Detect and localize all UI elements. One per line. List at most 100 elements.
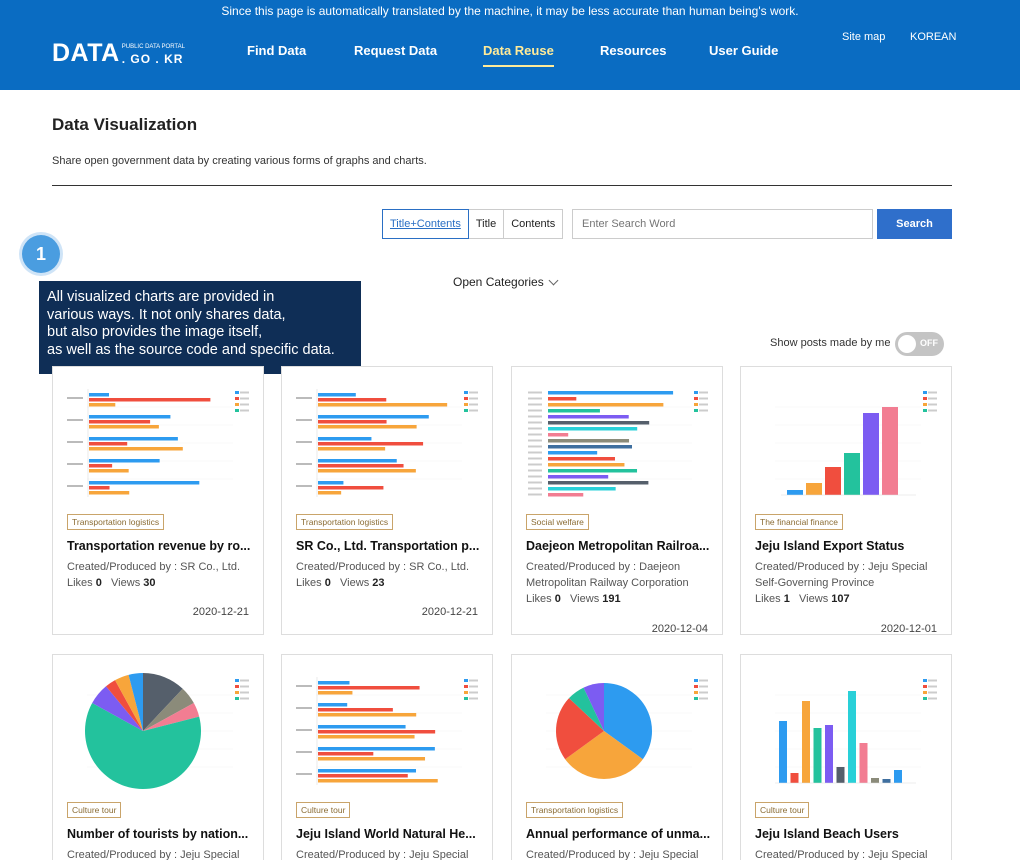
card-title[interactable]: Jeju Island World Natural He...: [296, 827, 476, 841]
card-title[interactable]: SR Co., Ltd. Transportation p...: [296, 539, 480, 553]
thumbnail-bar: [548, 415, 629, 419]
views-label: Views: [340, 577, 370, 589]
toggle-state: OFF: [920, 338, 938, 348]
thumbnail-bar: [318, 703, 348, 707]
thumbnail-bar: [318, 691, 353, 695]
thumbnail-bar: [882, 779, 891, 783]
thumbnail-bar: [548, 445, 633, 449]
chart-thumbnail[interactable]: [292, 377, 482, 505]
thumbnail-pie-slice: [556, 698, 604, 760]
my-posts-toggle[interactable]: OFF: [895, 332, 944, 356]
card-title[interactable]: Annual performance of unma...: [526, 827, 711, 841]
card-producer: Created/Produced by : Jeju Special: [296, 847, 484, 860]
thumbnail-bar: [318, 779, 438, 783]
thumbnail-bar: [318, 713, 417, 717]
thumbnail-bar: [548, 421, 650, 425]
nav-request-data[interactable]: Request Data: [354, 43, 438, 58]
visualization-card[interactable]: Transportation logistics Transportation r…: [52, 366, 264, 635]
chart-thumbnail[interactable]: [522, 665, 712, 793]
thumbnail-pie-slice: [143, 703, 200, 731]
visualization-card[interactable]: Transportation logistics Annual performan…: [511, 654, 723, 860]
thumbnail-bar: [548, 403, 664, 407]
chart-thumbnail[interactable]: [292, 665, 482, 793]
site-map-link[interactable]: Site map: [842, 31, 886, 43]
chart-thumbnail[interactable]: [751, 377, 941, 505]
thumbnail-bar: [779, 721, 787, 783]
thumbnail-bar: [89, 491, 130, 495]
open-categories-toggle[interactable]: Open Categories: [453, 275, 559, 289]
thumbnail-pie-slice: [106, 680, 143, 731]
card-title[interactable]: Daejeon Metropolitan Railroa...: [526, 539, 710, 553]
chart-thumbnail[interactable]: [63, 377, 253, 505]
card-title[interactable]: Number of tourists by nation...: [67, 827, 249, 841]
scope-title[interactable]: Title: [467, 209, 505, 239]
chart-thumbnail[interactable]: [751, 665, 941, 793]
visualization-card[interactable]: Social welfare Daejeon Metropolitan Railr…: [511, 366, 723, 635]
category-tag: Culture tour: [67, 802, 122, 818]
views-count: 191: [602, 593, 621, 605]
card-producer: Created/Produced by : SR Co., Ltd.: [67, 559, 255, 575]
card-meta: Created/Produced by : SR Co., Ltd. Likes …: [296, 559, 484, 591]
likes-label: Likes: [526, 593, 552, 605]
thumbnail-bar: [548, 391, 674, 395]
card-date: 2020-12-21: [192, 606, 249, 618]
site-logo[interactable]: DATA PUBLIC DATA PORTAL . GO . KR: [52, 40, 185, 66]
card-title[interactable]: Jeju Island Beach Users: [755, 827, 899, 841]
thumbnail-bar: [318, 393, 356, 397]
thumbnail-pie-slice: [85, 703, 201, 789]
card-title[interactable]: Transportation revenue by ro...: [67, 539, 251, 553]
guide-line: various ways. It not only shares data,: [47, 306, 286, 323]
thumbnail-bar: [548, 475, 609, 479]
thumbnail-bar: [318, 757, 426, 761]
card-stats: Likes 0 Views 191: [526, 591, 714, 607]
card-date: 2020-12-21: [421, 606, 478, 618]
card-title[interactable]: Jeju Island Export Status: [755, 539, 905, 553]
nav-find-data[interactable]: Find Data: [247, 43, 307, 58]
page-title: Data Visualization: [52, 115, 198, 134]
thumbnail-bar: [318, 491, 342, 495]
chart-thumbnail[interactable]: [522, 377, 712, 505]
thumbnail-pie-slice: [115, 674, 143, 731]
thumbnail-bar: [548, 457, 615, 461]
thumbnail-bar: [318, 403, 448, 407]
producer-name: SR Co., Ltd.: [180, 561, 241, 573]
chart-thumbnail[interactable]: [63, 665, 253, 793]
scope-contents[interactable]: Contents: [503, 209, 564, 239]
card-stats: Likes 0 Views 23: [296, 575, 484, 591]
thumbnail-bar: [318, 437, 372, 441]
thumbnail-bar: [848, 691, 856, 783]
search-button[interactable]: Search: [877, 209, 952, 239]
views-label: Views: [799, 593, 829, 605]
thumbnail-bar: [548, 451, 598, 455]
nav-resources[interactable]: Resources: [600, 43, 667, 58]
category-tag: Transportation logistics: [526, 802, 624, 818]
thumbnail-bar: [318, 425, 417, 429]
card-date: 2020-12-04: [651, 623, 708, 635]
visualization-card[interactable]: Culture tour Number of tourists by nation…: [52, 654, 264, 860]
thumbnail-bar: [89, 393, 109, 397]
site-header: Since this page is automatically transla…: [0, 0, 1020, 90]
nav-data-reuse[interactable]: Data Reuse: [483, 43, 554, 67]
language-link[interactable]: KOREAN: [910, 31, 957, 43]
visualization-card[interactable]: Transportation logistics SR Co., Ltd. Tra…: [281, 366, 493, 635]
toggle-knob: [898, 335, 916, 353]
thumbnail-bar: [548, 439, 630, 443]
search-input[interactable]: [572, 209, 873, 239]
visualization-card[interactable]: Culture tour Jeju Island World Natural He…: [281, 654, 493, 860]
thumbnail-bar: [548, 481, 649, 485]
scope-title-contents[interactable]: Title+Contents: [382, 209, 469, 239]
category-tag: Culture tour: [755, 802, 810, 818]
nav-user-guide[interactable]: User Guide: [709, 43, 779, 58]
thumbnail-pie-slice: [569, 687, 604, 731]
visualization-card[interactable]: Culture tour Jeju Island Beach Users Creat…: [740, 654, 952, 860]
thumbnail-bar: [318, 469, 416, 473]
guide-line: All visualized charts are provided in: [47, 289, 275, 305]
thumbnail-bar: [787, 490, 803, 495]
thumbnail-bar: [318, 464, 404, 468]
thumbnail-bar: [882, 407, 898, 495]
thumbnail-bar: [318, 459, 397, 463]
thumbnail-bar: [844, 453, 860, 495]
thumbnail-bar: [836, 767, 845, 783]
visualization-card[interactable]: The financial finance Jeju Island Export …: [740, 366, 952, 635]
thumbnail-bar: [859, 743, 868, 783]
